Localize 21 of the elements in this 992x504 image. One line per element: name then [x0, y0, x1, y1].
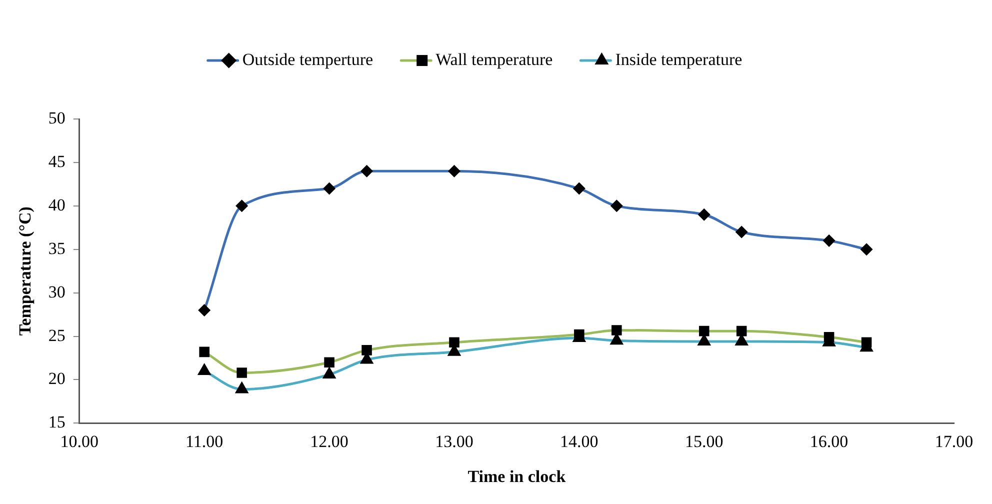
- x-tick-label: 10.00: [60, 432, 99, 451]
- y-tick-label: 45: [48, 152, 66, 171]
- y-tick-label: 35: [48, 238, 66, 258]
- y-tick-label: 40: [48, 195, 66, 214]
- legend-label: Inside temperature: [615, 50, 742, 69]
- y-axis-title: Temperature (°C): [16, 206, 35, 336]
- x-tick-label: 12.00: [310, 432, 348, 451]
- x-tick-label: 16.00: [810, 432, 848, 451]
- legend-label: Wall temperature: [436, 50, 553, 69]
- x-tick-label: 11.00: [186, 432, 224, 451]
- x-axis-title: Time in clock: [468, 467, 566, 486]
- y-tick-label: 30: [48, 282, 66, 302]
- y-tick-label: 50: [48, 108, 66, 128]
- y-tick-label: 15: [48, 412, 66, 432]
- x-tick-label: 17.00: [934, 432, 974, 451]
- x-tick-label: 14.00: [560, 432, 598, 451]
- y-tick-label: 20: [48, 369, 66, 388]
- x-tick-label: 13.00: [435, 432, 474, 451]
- legend-label: Outside temperture: [242, 50, 374, 69]
- x-tick-label: 15.00: [684, 432, 724, 451]
- y-tick-label: 25: [48, 326, 66, 345]
